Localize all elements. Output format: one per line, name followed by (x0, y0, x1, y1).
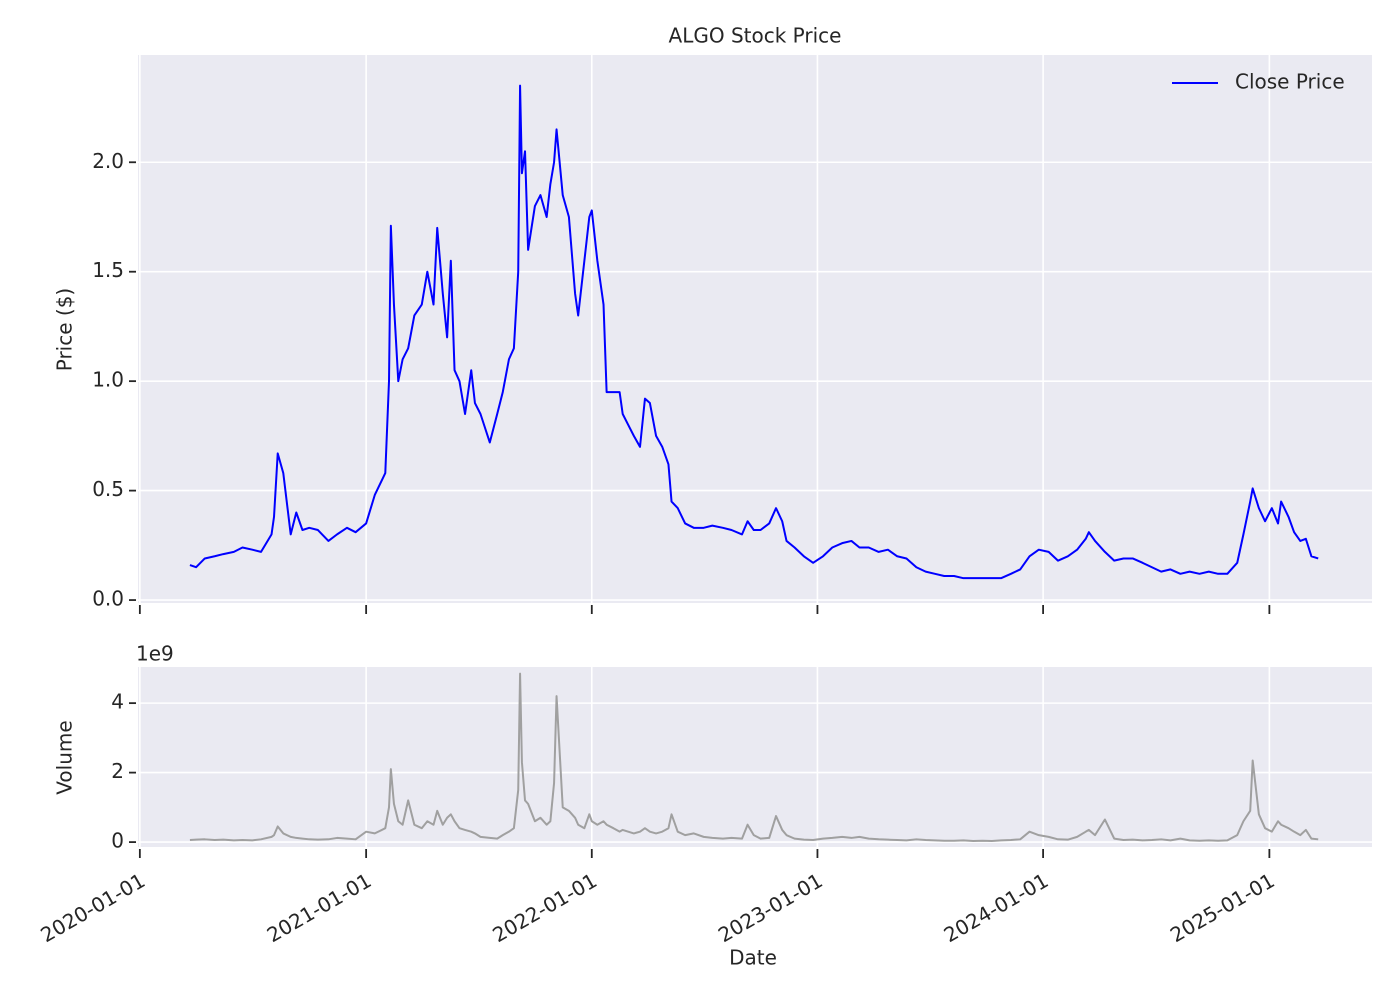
x-tick-label: 2021-01-01 (263, 868, 376, 947)
plot-area (138, 667, 1372, 848)
legend-label: Close Price (1235, 70, 1345, 94)
price-line (189, 672, 1319, 843)
x-tick-label: 2020-01-01 (36, 868, 149, 947)
y-tick-label: 4 (111, 690, 124, 714)
chart-title: ALGO Stock Price (669, 24, 842, 48)
price-line (189, 84, 1319, 580)
x-tick-label: 2023-01-01 (714, 868, 827, 947)
y-tick-label: 2 (111, 759, 124, 783)
y-axis-label: Volume (53, 720, 77, 794)
y-offset-label: 1e9 (136, 642, 174, 666)
y-tick-label: 0.0 (92, 587, 124, 611)
x-tick-label: 2025-01-01 (1166, 868, 1279, 947)
y-tick-label: 0.5 (92, 477, 124, 501)
y-tick-label: 1.5 (92, 258, 124, 282)
y-tick-label: 1.0 (92, 368, 124, 392)
y-axis-label: Price ($) (53, 288, 77, 371)
x-axis-label: Date (729, 946, 777, 970)
plot-area (138, 55, 1372, 604)
x-tick-label: 2022-01-01 (488, 868, 601, 947)
y-tick-label: 0 (111, 829, 124, 853)
x-tick-label: 2024-01-01 (940, 868, 1053, 947)
y-tick-label: 2.0 (92, 149, 124, 173)
